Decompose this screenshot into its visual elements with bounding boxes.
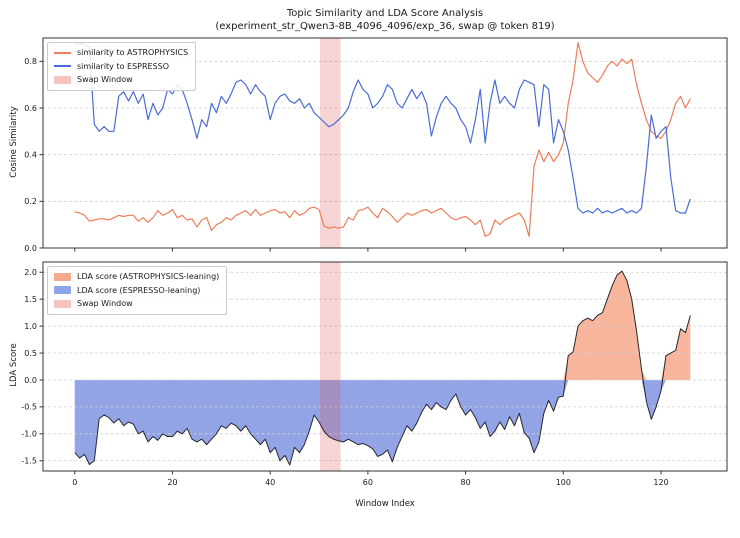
x-tick-label: 120 xyxy=(653,478,668,487)
lda-positive-fill xyxy=(74,271,691,380)
plot-border xyxy=(42,261,728,472)
y-tick-label: 1.5 xyxy=(24,295,37,304)
legend-patch-swatch-lda-espresso xyxy=(54,286,71,295)
x-tick-label: 40 xyxy=(265,478,275,487)
legend-line-swatch-astrophysics xyxy=(54,51,71,54)
legend-item: LDA score (ESPRESSO-leaning) xyxy=(54,284,219,298)
legend-item: LDA score (ASTROPHYSICS-leaning) xyxy=(54,270,219,284)
lda-negative-fill xyxy=(74,379,691,466)
chart-title: Topic Similarity and LDA Score Analysis xyxy=(286,8,484,19)
legend-patch-swatch-swap-window xyxy=(54,75,71,84)
top-legend: similarity to ASTROPHYSICS similarity to… xyxy=(47,42,197,91)
legend-item: similarity to ASTROPHYSICS xyxy=(54,46,188,60)
x-tick-label: 80 xyxy=(461,478,471,487)
legend-patch-swatch-lda-astrophysics xyxy=(54,272,71,281)
chart-subtitle: (experiment_str_Qwen3-8B_4096_4096/exp_3… xyxy=(215,21,555,32)
lda-score-series-0 xyxy=(74,270,691,466)
legend-patch-swatch-swap-window xyxy=(54,299,71,308)
bottom-legend: LDA score (ASTROPHYSICS-leaning) LDA sco… xyxy=(47,266,228,315)
swap-window-band xyxy=(320,262,341,471)
legend-label: LDA score (ESPRESSO-leaning) xyxy=(77,285,201,295)
legend-item: Swap Window xyxy=(54,73,188,87)
legend-label: similarity to ESPRESSO xyxy=(77,61,170,71)
legend-label: Swap Window xyxy=(77,299,133,308)
y-tick-label: 0.0 xyxy=(24,376,37,385)
y-tick-label: -1.0 xyxy=(21,430,37,439)
legend-label: LDA score (ASTROPHYSICS-leaning) xyxy=(77,272,220,281)
y-tick-label: 0.6 xyxy=(24,104,37,113)
plot-border xyxy=(42,37,728,249)
y-tick-label: 1.0 xyxy=(24,322,37,331)
legend-label: similarity to ASTROPHYSICS xyxy=(77,48,189,57)
cosine-similarity-plot: 0.0 0.2 0.4 0.6 0.8 xyxy=(24,37,728,253)
cosine-similarity-series-0 xyxy=(74,42,691,237)
y-tick-label: 0.5 xyxy=(24,349,37,358)
lda-score-plot: -1.5 -1.0 -0.5 0.0 0.5 1.0 1.5 2.0 0 20 40 60 80 100 1… xyxy=(21,261,728,487)
y-tick-label: 0.4 xyxy=(24,150,37,159)
x-tick-label: 0 xyxy=(72,478,77,487)
legend-item: similarity to ESPRESSO xyxy=(54,60,188,74)
x-tick-label: 60 xyxy=(363,478,373,487)
legend-line-swatch-espresso xyxy=(54,65,71,68)
legend-label: Swap Window xyxy=(77,75,133,84)
y-tick-label: 2.0 xyxy=(24,268,37,277)
x-tick-label: 100 xyxy=(556,478,571,487)
x-axis-label: Window Index xyxy=(355,499,415,509)
y-tick-label: 0.0 xyxy=(24,244,37,253)
legend-item: Swap Window xyxy=(54,297,219,311)
swap-window-band xyxy=(320,38,341,248)
x-tick-label: 20 xyxy=(167,478,177,487)
y-tick-label: 0.2 xyxy=(24,197,37,206)
y-tick-label: 0.8 xyxy=(24,57,37,66)
chart-title-block: Topic Similarity and LDA Score Analysis … xyxy=(43,7,727,33)
y-tick-label: -1.5 xyxy=(21,457,37,466)
y-tick-label: -0.5 xyxy=(21,403,37,412)
